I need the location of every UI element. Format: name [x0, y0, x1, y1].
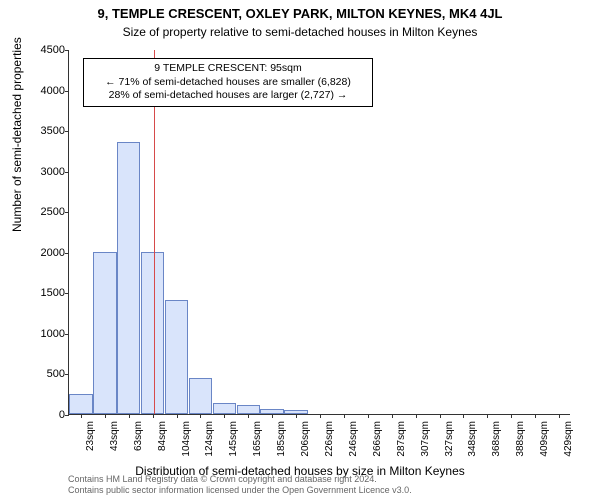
histogram-bar [189, 378, 212, 415]
x-tick-label: 185sqm [276, 418, 287, 457]
x-tick-mark [200, 414, 201, 418]
y-tick-mark [65, 415, 69, 416]
x-tick-label: 327sqm [444, 418, 455, 457]
y-tick-mark [65, 374, 69, 375]
footer-line-2: Contains public sector information licen… [68, 485, 412, 496]
page-title: 9, TEMPLE CRESCENT, OXLEY PARK, MILTON K… [0, 0, 600, 21]
annotation-line: ← 71% of semi-detached houses are smalle… [90, 76, 366, 90]
x-tick-mark [129, 414, 130, 418]
x-tick-label: 63sqm [133, 418, 144, 451]
footer-attribution: Contains HM Land Registry data © Crown c… [68, 474, 412, 496]
x-tick-label: 84sqm [157, 418, 168, 451]
x-tick-label: 429sqm [563, 418, 574, 457]
x-tick-mark [105, 414, 106, 418]
x-tick-label: 368sqm [491, 418, 502, 457]
annotation-box: 9 TEMPLE CRESCENT: 95sqm← 71% of semi-de… [83, 58, 373, 107]
y-tick-mark [65, 334, 69, 335]
annotation-line: 9 TEMPLE CRESCENT: 95sqm [90, 62, 366, 76]
y-tick-mark [65, 91, 69, 92]
y-tick-mark [65, 293, 69, 294]
x-tick-mark [368, 414, 369, 418]
histogram-bar [93, 252, 116, 414]
x-tick-mark [81, 414, 82, 418]
y-tick-mark [65, 212, 69, 213]
x-tick-label: 145sqm [228, 418, 239, 457]
x-tick-mark [392, 414, 393, 418]
x-tick-label: 307sqm [420, 418, 431, 457]
histogram-bar [141, 252, 164, 414]
x-tick-mark [487, 414, 488, 418]
x-tick-label: 348sqm [467, 418, 478, 457]
y-tick-mark [65, 131, 69, 132]
y-tick-mark [65, 253, 69, 254]
x-tick-mark [416, 414, 417, 418]
page-subtitle: Size of property relative to semi-detach… [0, 21, 600, 39]
x-tick-mark [224, 414, 225, 418]
histogram-bar [69, 394, 92, 414]
histogram-bar [165, 300, 188, 414]
x-tick-mark [511, 414, 512, 418]
histogram-bar [237, 405, 260, 414]
x-tick-mark [320, 414, 321, 418]
x-tick-mark [248, 414, 249, 418]
x-tick-mark [177, 414, 178, 418]
x-tick-label: 246sqm [348, 418, 359, 457]
x-tick-label: 104sqm [181, 418, 192, 457]
x-tick-mark [463, 414, 464, 418]
annotation-line: 28% of semi-detached houses are larger (… [90, 89, 366, 103]
x-tick-mark [296, 414, 297, 418]
footer-line-1: Contains HM Land Registry data © Crown c… [68, 474, 412, 485]
x-tick-label: 23sqm [85, 418, 96, 451]
x-tick-mark [535, 414, 536, 418]
x-tick-label: 266sqm [372, 418, 383, 457]
x-tick-mark [440, 414, 441, 418]
x-tick-label: 206sqm [300, 418, 311, 457]
histogram-bar [213, 403, 236, 414]
x-tick-label: 124sqm [204, 418, 215, 457]
y-tick-mark [65, 172, 69, 173]
x-tick-label: 388sqm [515, 418, 526, 457]
x-tick-label: 409sqm [539, 418, 550, 457]
x-tick-mark [344, 414, 345, 418]
y-tick-mark [65, 50, 69, 51]
chart-plot-area: 05001000150020002500300035004000450023sq… [68, 50, 570, 415]
x-tick-mark [153, 414, 154, 418]
y-axis-label: Number of semi-detached properties [10, 37, 24, 232]
x-tick-label: 43sqm [109, 418, 120, 451]
x-tick-label: 165sqm [252, 418, 263, 457]
x-tick-label: 287sqm [396, 418, 407, 457]
x-tick-label: 226sqm [324, 418, 335, 457]
histogram-bar [117, 142, 140, 414]
x-tick-mark [272, 414, 273, 418]
x-tick-mark [559, 414, 560, 418]
